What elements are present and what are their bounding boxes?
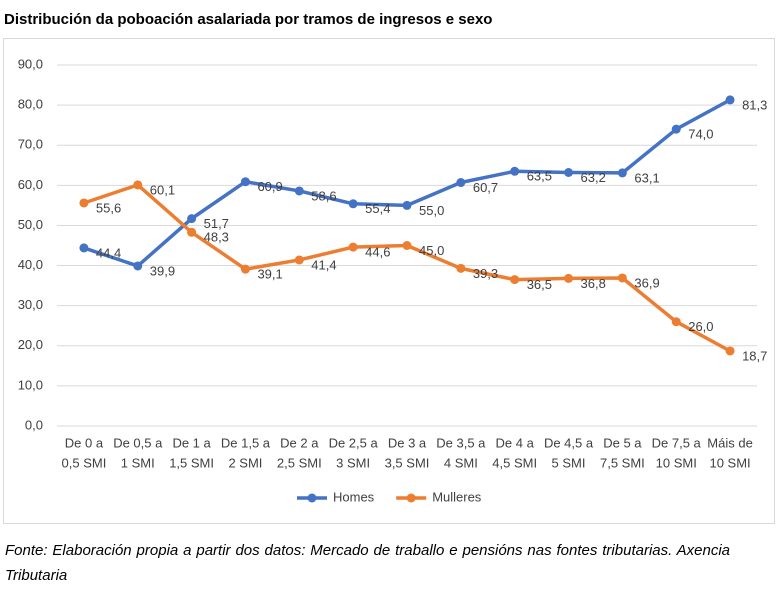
data-label: 60,7: [473, 180, 498, 195]
point: [79, 198, 89, 208]
y-tick-label: 40,0: [18, 257, 43, 272]
x-tick-label: De 3 a: [388, 435, 427, 450]
x-tick-label: 10 SMI: [656, 455, 697, 470]
x-tick-label: De 4 a: [496, 435, 535, 450]
legend-marker: [307, 493, 317, 503]
point: [348, 242, 358, 252]
data-label: 44,6: [365, 245, 390, 260]
x-tick-label: 10 SMI: [709, 455, 750, 470]
data-label: 39,1: [257, 267, 282, 282]
data-label: 26,0: [688, 319, 713, 334]
data-label: 45,0: [419, 243, 444, 258]
x-tick-label: 2 SMI: [228, 455, 262, 470]
x-tick-label: 1,5 SMI: [169, 455, 214, 470]
y-tick-label: 50,0: [18, 217, 43, 232]
x-tick-label: De 2,5 a: [329, 435, 379, 450]
x-tick-label: 5 SMI: [552, 455, 586, 470]
data-label: 36,8: [581, 276, 606, 291]
data-label: 58,6: [311, 188, 336, 203]
data-label: 51,7: [204, 216, 229, 231]
x-tick-label: De 1,5 a: [221, 435, 271, 450]
data-label: 55,0: [419, 203, 444, 218]
x-tick-label: 7,5 SMI: [600, 455, 645, 470]
data-label: 48,3: [204, 230, 229, 245]
point: [725, 346, 735, 356]
data-label: 63,1: [634, 170, 659, 185]
y-tick-label: 10,0: [18, 377, 43, 392]
point: [294, 186, 304, 196]
legend-marker: [406, 493, 416, 503]
x-tick-label: 1 SMI: [121, 455, 155, 470]
data-label: 36,9: [634, 275, 659, 290]
point: [564, 167, 574, 177]
data-label: 39,9: [150, 263, 175, 278]
data-label: 81,3: [742, 97, 767, 112]
data-label: 55,4: [365, 201, 390, 216]
point: [240, 264, 250, 274]
chart: Distribución da poboación asalariada por…: [3, 11, 775, 524]
data-label: 63,2: [581, 170, 606, 185]
data-label: 36,5: [527, 277, 552, 292]
x-tick-label: 4 SMI: [444, 455, 478, 470]
data-label: 41,4: [311, 257, 336, 272]
data-label: 18,7: [742, 348, 767, 363]
y-tick-label: 60,0: [18, 177, 43, 192]
x-tick-label: De 2 a: [280, 435, 319, 450]
data-label: 60,1: [150, 182, 175, 197]
y-tick-label: 0,0: [25, 417, 43, 432]
point: [79, 243, 89, 253]
legend-label: Mulleres: [432, 489, 482, 504]
x-tick-label: De 5 a: [603, 435, 642, 450]
point: [617, 168, 627, 178]
point: [402, 241, 412, 250]
data-label: 74,0: [688, 127, 713, 142]
data-label: 63,5: [527, 169, 552, 184]
data-label: 60,9: [257, 179, 282, 194]
point: [187, 214, 197, 224]
x-tick-label: De 7,5 a: [652, 435, 702, 450]
point: [725, 95, 735, 105]
point: [671, 317, 681, 327]
x-tick-label: De 0 a: [65, 435, 104, 450]
y-tick-label: 90,0: [18, 56, 43, 71]
source-note: Fonte: Elaboración propia a partir dos d…: [5, 542, 730, 584]
point: [240, 177, 250, 187]
x-tick-label: De 1 a: [172, 435, 211, 450]
x-tick-label: 2,5 SMI: [277, 455, 322, 470]
x-tick-label: Máis de: [707, 435, 753, 450]
point: [456, 263, 466, 273]
chart-frame: [3, 38, 775, 524]
y-tick-label: 30,0: [18, 297, 43, 312]
point: [510, 166, 520, 176]
data-label: 44,4: [96, 245, 121, 260]
x-tick-label: 4,5 SMI: [492, 455, 537, 470]
point: [456, 178, 466, 188]
point: [671, 124, 681, 134]
x-tick-label: De 3,5 a: [436, 435, 486, 450]
x-tick-label: 3,5 SMI: [385, 455, 430, 470]
point: [510, 275, 520, 285]
point: [564, 273, 574, 283]
x-tick-label: 0,5 SMI: [62, 455, 107, 470]
x-tick-label: De 4,5 a: [544, 435, 594, 450]
point: [617, 273, 627, 283]
point: [402, 200, 412, 210]
x-tick-label: 3 SMI: [336, 455, 370, 470]
data-label: 39,3: [473, 266, 498, 281]
legend-label: Homes: [333, 489, 375, 504]
point: [348, 199, 358, 209]
y-tick-label: 80,0: [18, 97, 43, 112]
point: [294, 255, 304, 265]
data-label: 55,6: [96, 200, 121, 215]
chart-title: Distribución da poboación asalariada por…: [4, 11, 492, 28]
point: [133, 180, 143, 190]
y-tick-label: 70,0: [18, 137, 43, 152]
point: [133, 261, 143, 271]
point: [187, 227, 197, 237]
x-tick-label: De 0,5 a: [113, 435, 163, 450]
y-tick-label: 20,0: [18, 337, 43, 352]
